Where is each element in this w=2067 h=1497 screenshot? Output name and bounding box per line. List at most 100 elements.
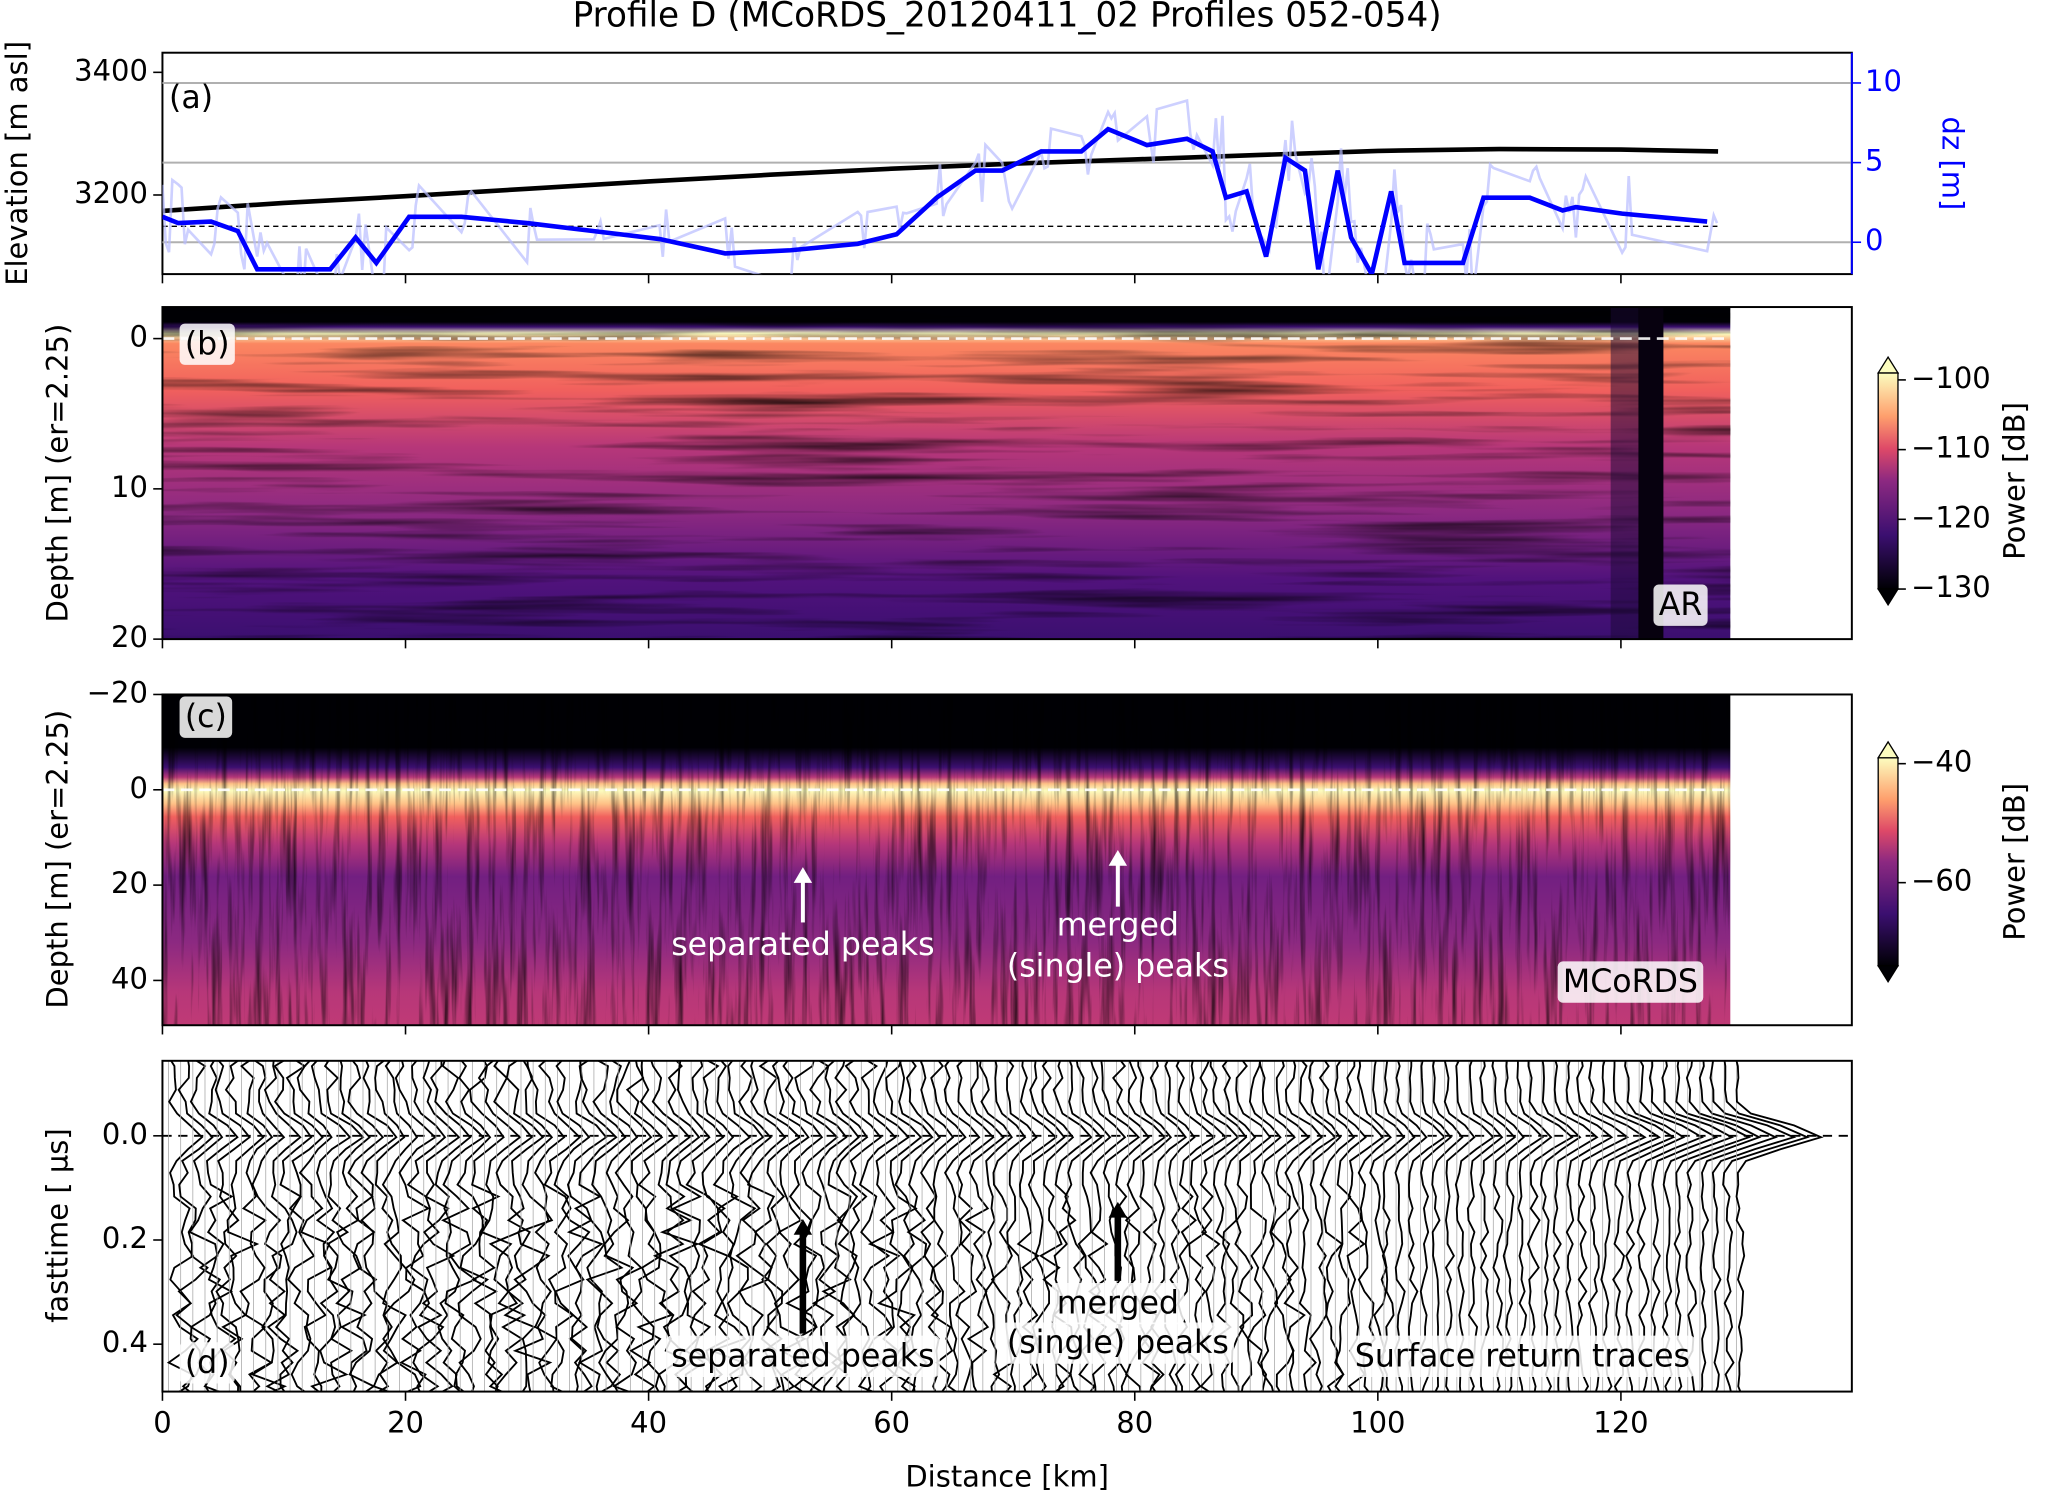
colorbar-tick-label: −110 (1911, 431, 1991, 465)
trace (188, 1060, 224, 1392)
y-tick-label: 0.4 (102, 1325, 148, 1359)
y-axis-label: Depth [m] (er=2.25) (41, 710, 75, 1009)
trace (381, 1060, 422, 1392)
x-tick-label: 60 (873, 1406, 910, 1440)
trace (323, 1060, 365, 1392)
figure-title: Profile D (MCoRDS_20120411_02 Profiles 0… (573, 0, 1442, 36)
y-tick-label: 20 (111, 620, 148, 654)
trace (335, 1060, 371, 1392)
trace (417, 1060, 461, 1392)
y-tick-label: 3200 (74, 176, 148, 210)
trace (566, 1060, 608, 1392)
annotation-box (1557, 961, 1704, 1003)
trace (1698, 1060, 1778, 1392)
trace (203, 1060, 239, 1392)
series-line (162, 126, 1708, 275)
colorbar-tick-label: −60 (1911, 864, 1972, 898)
data-gap (1638, 307, 1664, 640)
trace (1246, 1060, 1282, 1392)
annotation: MCoRDS (1563, 964, 1698, 1000)
y-axis-label: Elevation [m asl] (0, 41, 34, 286)
y2-tick-label: 0 (1865, 223, 1883, 257)
colorbar-tick-label: −40 (1911, 745, 1972, 779)
x-tick-label: 40 (630, 1406, 667, 1440)
trace (1334, 1060, 1367, 1392)
annotation: separated peaks (671, 927, 934, 963)
annotation-box (665, 1335, 940, 1377)
annotation: merged (1057, 1286, 1179, 1322)
y-tick-label: 0 (129, 320, 147, 354)
trace (636, 1060, 676, 1392)
trace (598, 1060, 639, 1392)
y-axis-label: fasttime [ µs] (41, 1128, 75, 1323)
trace (1234, 1060, 1272, 1392)
trace (573, 1060, 618, 1392)
trace (1722, 1060, 1810, 1392)
trace (943, 1060, 981, 1392)
y2-axis-label: dz [m] (1936, 117, 1970, 211)
trace (1709, 1060, 1797, 1392)
trace (263, 1060, 302, 1392)
data-gap-edge (1610, 307, 1639, 640)
y2-tick-label: 10 (1865, 64, 1902, 98)
annotation: (a) (169, 80, 213, 116)
trace (166, 1060, 204, 1392)
series-line (162, 146, 1719, 214)
x-axis-label: Distance [km] (905, 1460, 1109, 1494)
trace (979, 1060, 1013, 1392)
trace (955, 1060, 995, 1392)
x-tick-label: 120 (1593, 1406, 1648, 1440)
trace (512, 1060, 554, 1392)
trace (175, 1060, 214, 1392)
axes-frame (161, 306, 1853, 641)
annotation: separated peaks (671, 1338, 934, 1374)
annotation: (b) (185, 326, 230, 362)
trace (250, 1060, 288, 1392)
colorbar (1877, 757, 1899, 967)
annotation: (d) (185, 1345, 230, 1381)
trace (1318, 1060, 1356, 1392)
annotation: merged (1057, 907, 1179, 943)
y-tick-label: 10 (111, 470, 148, 504)
colorbar-extend-top (1877, 740, 1900, 759)
trace (964, 1060, 1005, 1392)
heatmap-texture (162, 307, 1731, 640)
trace (1308, 1060, 1342, 1392)
annotation-box (179, 323, 235, 365)
x-tick-label: 80 (1116, 1406, 1153, 1440)
trace (394, 1060, 437, 1392)
trace (1258, 1060, 1296, 1392)
arrow-head (1108, 849, 1128, 866)
annotation-box (1653, 584, 1708, 626)
y2-tick-label: 5 (1865, 144, 1883, 178)
axes-frame (161, 1059, 1853, 1393)
colorbar-tick-label: −100 (1911, 361, 1991, 395)
colorbar-extend-top (1877, 355, 1900, 374)
trace (1283, 1060, 1324, 1392)
colorbar-extend-bottom (1877, 965, 1900, 983)
x-tick-label: 20 (387, 1406, 424, 1440)
arrow-head (793, 1218, 813, 1235)
y-tick-label: 3400 (74, 53, 148, 87)
trace (360, 1060, 398, 1392)
trace (239, 1060, 274, 1392)
colorbar-tick-label: −120 (1911, 500, 1991, 534)
colorbar-tick-label: −130 (1911, 570, 1991, 604)
trace (441, 1060, 485, 1392)
trace (430, 1060, 472, 1392)
colorbar (1877, 372, 1899, 590)
trace (1735, 1060, 1824, 1392)
annotation-box (1001, 1322, 1235, 1364)
annotation: (single) peaks (1007, 1325, 1229, 1361)
annotation: Surface return traces (1355, 1338, 1690, 1374)
trace (273, 1060, 313, 1392)
trace (372, 1060, 407, 1392)
trace (503, 1060, 545, 1392)
y-tick-label: 0 (129, 771, 147, 805)
y-tick-label: 0.2 (102, 1221, 148, 1255)
trace (221, 1060, 265, 1392)
y-tick-label: 0.0 (102, 1117, 148, 1151)
x-tick-label: 100 (1350, 1406, 1405, 1440)
trace (469, 1060, 505, 1392)
